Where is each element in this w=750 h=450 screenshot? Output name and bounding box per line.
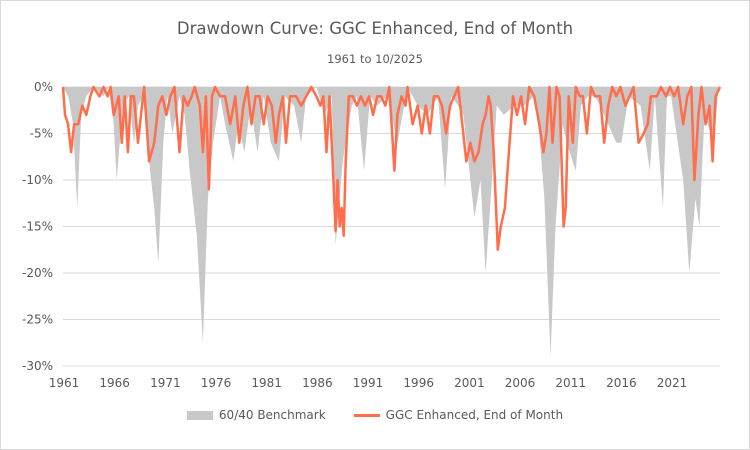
x-tick-label: 1991: [353, 376, 384, 390]
ggc-enhanced-line: [61, 85, 722, 252]
x-tick-label: 2001: [454, 376, 485, 390]
x-tick-label: 1981: [251, 376, 282, 390]
legend-swatch-ggc: [353, 413, 380, 417]
x-tick-label: 1996: [403, 376, 434, 390]
y-tick-label: -5%: [30, 127, 53, 141]
x-tick-label: 1986: [302, 376, 333, 390]
y-tick-label: 0%: [34, 80, 53, 94]
x-tick-label: 2021: [657, 376, 688, 390]
x-tick-label: 2011: [555, 376, 586, 390]
y-tick-label: -20%: [22, 266, 53, 280]
x-tick-label: 2016: [606, 376, 637, 390]
chart-subtitle: 1961 to 10/2025: [327, 52, 423, 66]
y-tick-label: -10%: [22, 173, 53, 187]
y-axis-ticks: 0% -5% -10% -15% -20% -25% -30%: [22, 80, 53, 373]
legend-label-ggc: GGC Enhanced, End of Month: [385, 408, 564, 422]
chart-title: Drawdown Curve: GGC Enhanced, End of Mon…: [176, 19, 574, 38]
legend-item-ggc: GGC Enhanced, End of Month: [353, 408, 564, 422]
y-tick-label: -15%: [22, 220, 53, 234]
x-tick-label: 1971: [150, 376, 181, 390]
benchmark-area: [63, 87, 720, 357]
y-tick-label: -30%: [22, 359, 53, 373]
legend-swatch-benchmark: [186, 410, 213, 420]
x-tick-label: 2006: [505, 376, 536, 390]
x-tick-label: 1961: [49, 376, 80, 390]
x-axis-ticks: 1961 1966 1971 1976 1981 1986 1991 1996 2001 2006…: [49, 376, 688, 390]
legend-item-benchmark: 60/40 Benchmark: [186, 408, 326, 422]
legend: 60/40 Benchmark GGC Enhanced, End of Mon…: [0, 408, 750, 422]
legend-label-benchmark: 60/40 Benchmark: [218, 408, 326, 422]
y-tick-label: -25%: [22, 313, 53, 327]
x-tick-label: 1976: [201, 376, 232, 390]
x-tick-label: 1966: [99, 376, 130, 390]
